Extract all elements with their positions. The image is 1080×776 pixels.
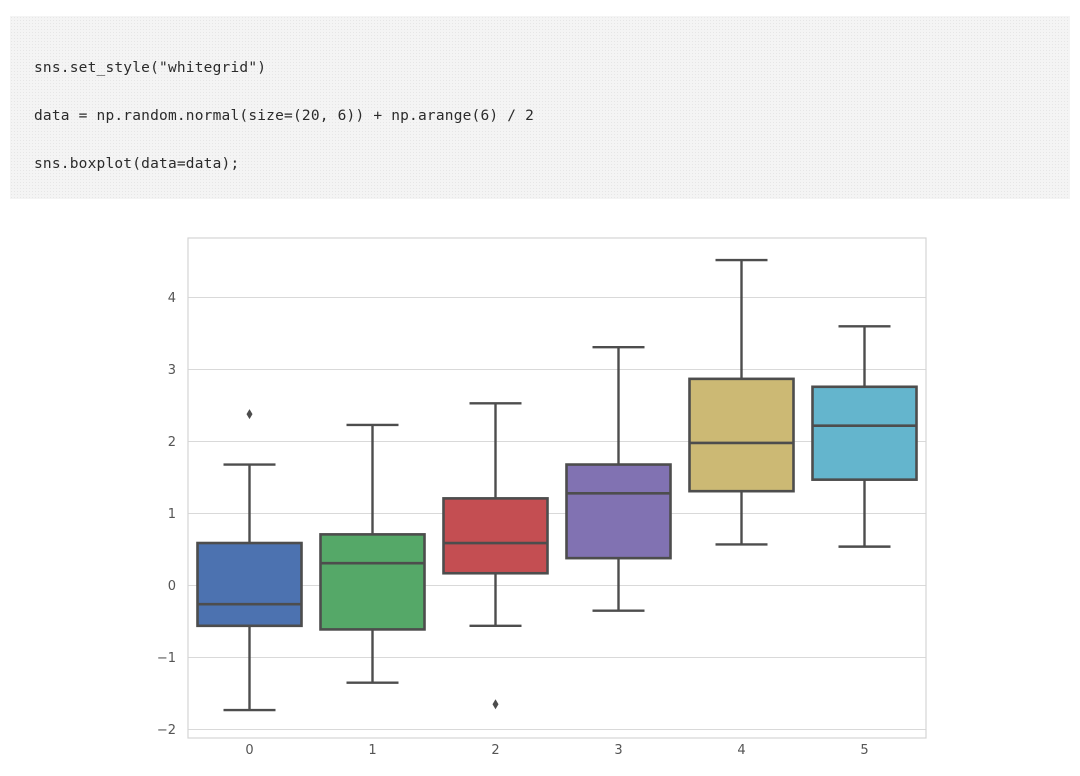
plot-frame (187, 237, 927, 739)
x-tick-label: 3 (614, 743, 622, 758)
x-tick-label: 1 (368, 743, 376, 758)
code-line-boxplot: sns.boxplot(data=data); (34, 156, 240, 172)
x-tick-label: 0 (245, 743, 253, 758)
x-tick-label: 5 (860, 743, 868, 758)
y-tick-label: 1 (168, 507, 176, 522)
y-tick-label: 3 (168, 363, 176, 378)
code-line-data: data = np.random.normal(size=(20, 6)) + … (34, 108, 535, 124)
outlier-marker (492, 699, 499, 710)
box-3 (565, 463, 672, 560)
y-tick-label: −2 (157, 723, 176, 738)
code-block: sns.set_style("whitegrid") data = np.ran… (10, 16, 1070, 199)
box-1 (319, 533, 426, 631)
y-tick-label: −1 (157, 651, 176, 666)
x-tick-label: 4 (737, 743, 745, 758)
y-tick-label: 4 (168, 291, 176, 306)
code-line-set-style: sns.set_style("whitegrid") (34, 60, 267, 76)
box-0 (196, 541, 303, 628)
plot-area (188, 238, 926, 738)
y-tick-label: 2 (168, 435, 176, 450)
box-5 (811, 385, 918, 481)
y-tick-label: 0 (168, 579, 176, 594)
x-tick-label: 2 (491, 743, 499, 758)
box-2 (442, 497, 549, 575)
outlier-marker (246, 409, 253, 420)
box-4 (688, 377, 795, 493)
